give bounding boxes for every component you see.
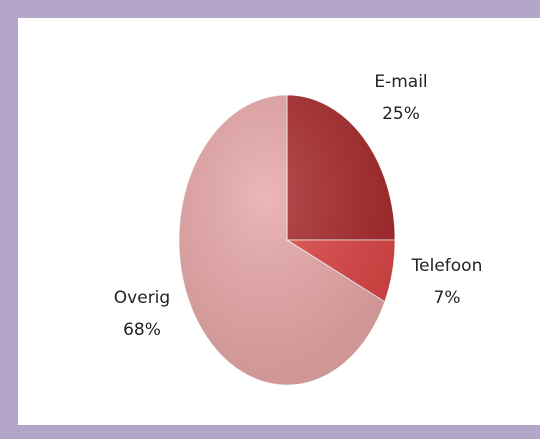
slice-value: 7%	[434, 288, 461, 308]
slice-label: Overig	[114, 288, 170, 308]
pie-slice	[286, 94, 396, 241]
slice-value: 25%	[382, 104, 420, 124]
slice-label: E-mail	[374, 72, 427, 92]
slice-label: Telefoon	[411, 256, 483, 276]
slice-value: 68%	[123, 320, 161, 340]
